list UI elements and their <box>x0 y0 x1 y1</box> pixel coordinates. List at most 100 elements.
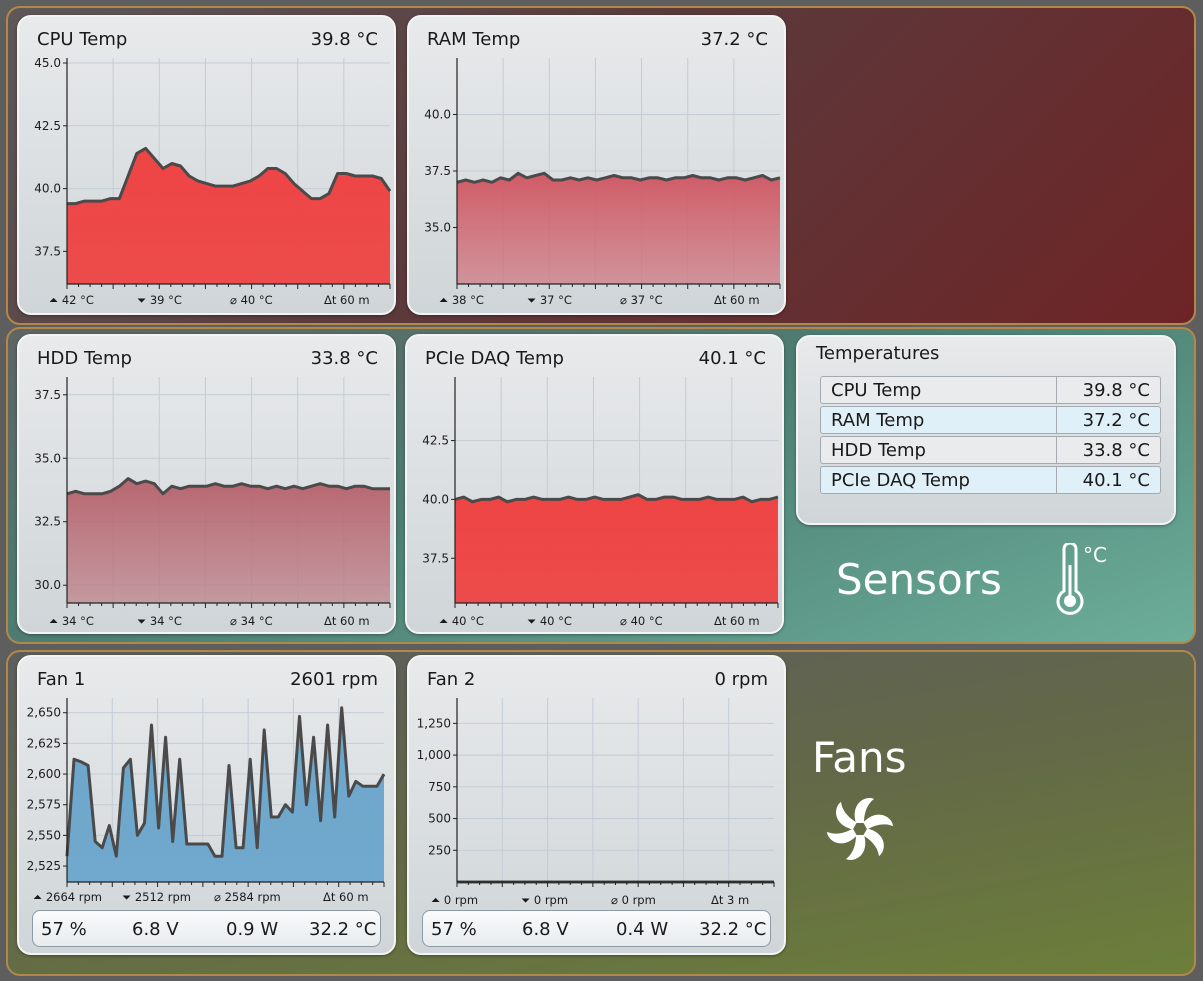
fan-2-voltage: 6.8 V <box>522 919 569 940</box>
table-row-value: 37.2 °C <box>1082 410 1150 431</box>
y-tick-label: 1,000 <box>417 748 451 762</box>
min-icon: ⏷ <box>137 614 147 628</box>
table-row-value: 33.8 °C <box>1082 440 1150 461</box>
ram-max-stat: ⏶ 38 °C <box>439 293 484 307</box>
y-tick-label: 250 <box>428 843 451 857</box>
time-span-icon: Δt <box>324 293 337 307</box>
fan-2-card[interactable]: Fan 2 0 rpm 1,250 1,000 750 500 250 ⏶ 0 rpm … <box>407 655 786 955</box>
y-tick-label: 35.0 <box>34 451 61 465</box>
pcie-min-stat: ⏷ 40 °C <box>527 614 572 628</box>
y-tick-label: 2,650 <box>27 706 61 720</box>
column-divider <box>1056 377 1057 403</box>
fan1-avg-stat: ⌀ 2584 rpm <box>214 890 281 904</box>
pcie-avg-stat: ⌀ 40 °C <box>620 614 663 628</box>
y-tick-label: 37.5 <box>34 388 61 402</box>
ram-avg-stat: ⌀ 37 °C <box>620 293 663 307</box>
y-tick-label: 37.5 <box>422 551 449 565</box>
max-icon: ⏶ <box>49 293 59 307</box>
pcie-daq-temp-card[interactable]: PCIe DAQ Temp 40.1 °C 42.5 40.0 37.5 ⏶ 40 … <box>405 334 784 634</box>
max-icon: ⏶ <box>49 614 59 628</box>
table-row[interactable]: RAM Temp 37.2 °C <box>820 406 1161 434</box>
sensors-label: Sensors <box>836 555 1002 604</box>
series-area <box>67 707 384 882</box>
pcie-daq-temp-value: 40.1 °C <box>698 348 766 369</box>
y-tick-label: 750 <box>428 780 451 794</box>
cpu-avg-stat: ⌀ 40 °C <box>230 293 273 307</box>
fan-1-value: 2601 rpm <box>290 669 378 690</box>
table-row-value: 39.8 °C <box>1082 380 1150 401</box>
fan-1-electrical-readout: 57 % 6.8 V 0.9 W 32.2 °C <box>32 910 381 947</box>
max-icon: ⏶ <box>431 893 441 907</box>
hdd-temp-chart: 37.5 35.0 32.5 30.0 <box>34 377 391 608</box>
table-row[interactable]: HDD Temp 33.8 °C <box>820 436 1161 464</box>
series-area <box>67 148 390 284</box>
fans-label: Fans <box>812 733 907 782</box>
hdd-temp-value: 33.8 °C <box>310 348 378 369</box>
hdd-temp-card[interactable]: HDD Temp 33.8 °C 37.5 35.0 32.5 30.0 ⏶ 34 °… <box>17 334 396 634</box>
table-row-value: 40.1 °C <box>1082 470 1150 491</box>
series-area <box>455 494 778 603</box>
fan-2-value: 0 rpm <box>714 669 768 690</box>
pcie-max-stat: ⏶ 40 °C <box>439 614 484 628</box>
fan-icon <box>822 794 898 864</box>
y-tick-label: 32.5 <box>34 515 61 529</box>
average-icon: ⌀ <box>230 614 237 628</box>
hdd-temp-title: HDD Temp <box>37 348 132 369</box>
y-tick-label: 2,625 <box>27 736 61 750</box>
average-icon: ⌀ <box>620 293 627 307</box>
table-row[interactable]: CPU Temp 39.8 °C <box>820 376 1161 404</box>
series-line <box>456 171 781 184</box>
series-line <box>65 706 386 858</box>
time-span-icon: Δt <box>324 614 337 628</box>
cpu-temp-value: 39.8 °C <box>310 29 378 50</box>
time-span-icon: Δt <box>711 893 724 907</box>
fan-2-power: 0.4 W <box>616 919 669 940</box>
y-tick-label: 42.5 <box>34 119 61 133</box>
ram-temp-card[interactable]: RAM Temp 37.2 °C 40.0 37.5 35.0 ⏶ 38 °C ⏷ … <box>407 15 786 315</box>
min-icon: ⏷ <box>137 293 147 307</box>
y-tick-label: 2,550 <box>27 828 61 842</box>
fan-1-temp: 32.2 °C <box>309 919 377 940</box>
hdd-span-stat: Δt 60 m <box>324 614 370 628</box>
fan-1-chart: 2,650 2,625 2,600 2,575 2,550 2,525 <box>27 698 386 887</box>
table-row[interactable]: PCIe DAQ Temp 40.1 °C <box>820 466 1161 494</box>
fan-2-title: Fan 2 <box>427 669 476 690</box>
time-span-icon: Δt <box>714 614 727 628</box>
min-icon: ⏷ <box>521 893 531 907</box>
y-tick-label: 35.0 <box>424 221 451 235</box>
table-row-name: PCIe DAQ Temp <box>831 470 970 491</box>
fan2-min-stat: ⏷ 0 rpm <box>521 893 569 907</box>
fan-1-voltage: 6.8 V <box>132 919 179 940</box>
fan1-max-stat: ⏶ 2664 rpm <box>33 890 103 904</box>
fan2-avg-stat: ⌀ 0 rpm <box>611 893 656 907</box>
y-tick-label: 40.0 <box>422 492 449 506</box>
ram-temp-title: RAM Temp <box>427 29 521 50</box>
fan1-min-stat: ⏷ 2512 rpm <box>122 890 192 904</box>
y-tick-label: 40.0 <box>424 108 451 122</box>
average-icon: ⌀ <box>611 893 618 907</box>
average-icon: ⌀ <box>214 890 221 904</box>
series-line <box>454 493 779 504</box>
fan2-max-stat: ⏶ 0 rpm <box>431 893 479 907</box>
fan-1-duty: 57 % <box>41 919 87 940</box>
average-icon: ⌀ <box>620 614 627 628</box>
series-line <box>66 477 390 496</box>
y-tick-label: 37.5 <box>424 164 451 178</box>
fan-1-card[interactable]: Fan 1 2601 rpm 2,650 2,625 2,600 2,575 2,550… <box>17 655 396 955</box>
average-icon: ⌀ <box>230 293 237 307</box>
pcie-daq-temp-chart: 42.5 40.0 37.5 <box>422 377 779 608</box>
series-area <box>457 173 780 284</box>
time-span-icon: Δt <box>714 293 727 307</box>
column-divider <box>1056 407 1057 433</box>
cpu-span-stat: Δt 60 m <box>324 293 370 307</box>
y-tick-label: 500 <box>428 812 451 826</box>
min-icon: ⏷ <box>527 293 537 307</box>
time-span-icon: Δt <box>323 890 336 904</box>
table-row-name: RAM Temp <box>831 410 925 431</box>
temperatures-table-title: Temperatures <box>816 343 940 364</box>
y-tick-label: 1,250 <box>417 716 451 730</box>
hdd-min-stat: ⏷ 34 °C <box>137 614 182 628</box>
ram-temp-value: 37.2 °C <box>700 29 768 50</box>
fan2-span-stat: Δt 3 m <box>711 893 750 907</box>
cpu-temp-card[interactable]: CPU Temp 39.8 °C 45.0 42.5 40.0 37.5 ⏶ 42 °… <box>17 15 396 315</box>
